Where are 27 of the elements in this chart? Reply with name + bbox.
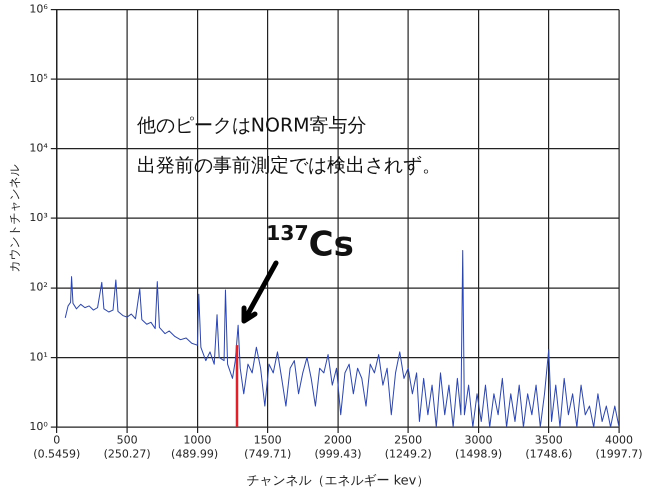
x-tick-label: 2500 xyxy=(394,433,422,446)
x2-tick-label: (1997.7) xyxy=(595,448,643,461)
x-tick-label: 1500 xyxy=(254,433,282,446)
x-tick-label: 500 xyxy=(116,433,138,446)
x2-tick-label: (1748.6) xyxy=(525,448,572,461)
x-tick-label: 3000 xyxy=(464,433,492,446)
x-tick-label: 2000 xyxy=(324,433,352,446)
y-tick-label: 10¹ xyxy=(29,350,48,364)
y-tick-label: 10⁵ xyxy=(29,72,48,86)
y-tick-label: 10³ xyxy=(29,211,48,224)
x-tick-label: 3500 xyxy=(534,433,563,446)
x2-tick-label: (0.5459) xyxy=(33,448,80,461)
x-tick-label: 4000 xyxy=(605,433,633,446)
x-tick-label: 1000 xyxy=(183,433,212,446)
y-axis-title: カウントチャンネル xyxy=(7,164,22,272)
x2-tick-label: (1249.2) xyxy=(384,448,432,461)
x2-tick-label: (489.99) xyxy=(171,448,218,461)
x2-tick-label: (1498.9) xyxy=(455,448,502,461)
x2-tick-label: (999.43) xyxy=(314,448,362,461)
x2-tick-label: (749.71) xyxy=(244,448,292,461)
x-tick-label: 0 xyxy=(53,433,60,446)
y-tick-label: 10⁶ xyxy=(29,2,48,16)
x-axis-title: チャンネル（エネルギー kev） xyxy=(246,474,430,489)
x2-tick-label: (250.27) xyxy=(104,448,151,461)
y-tick-label: 10² xyxy=(29,280,48,294)
y-tick-label: 10⁴ xyxy=(29,142,48,155)
y-tick-label: 10⁰ xyxy=(29,420,48,433)
